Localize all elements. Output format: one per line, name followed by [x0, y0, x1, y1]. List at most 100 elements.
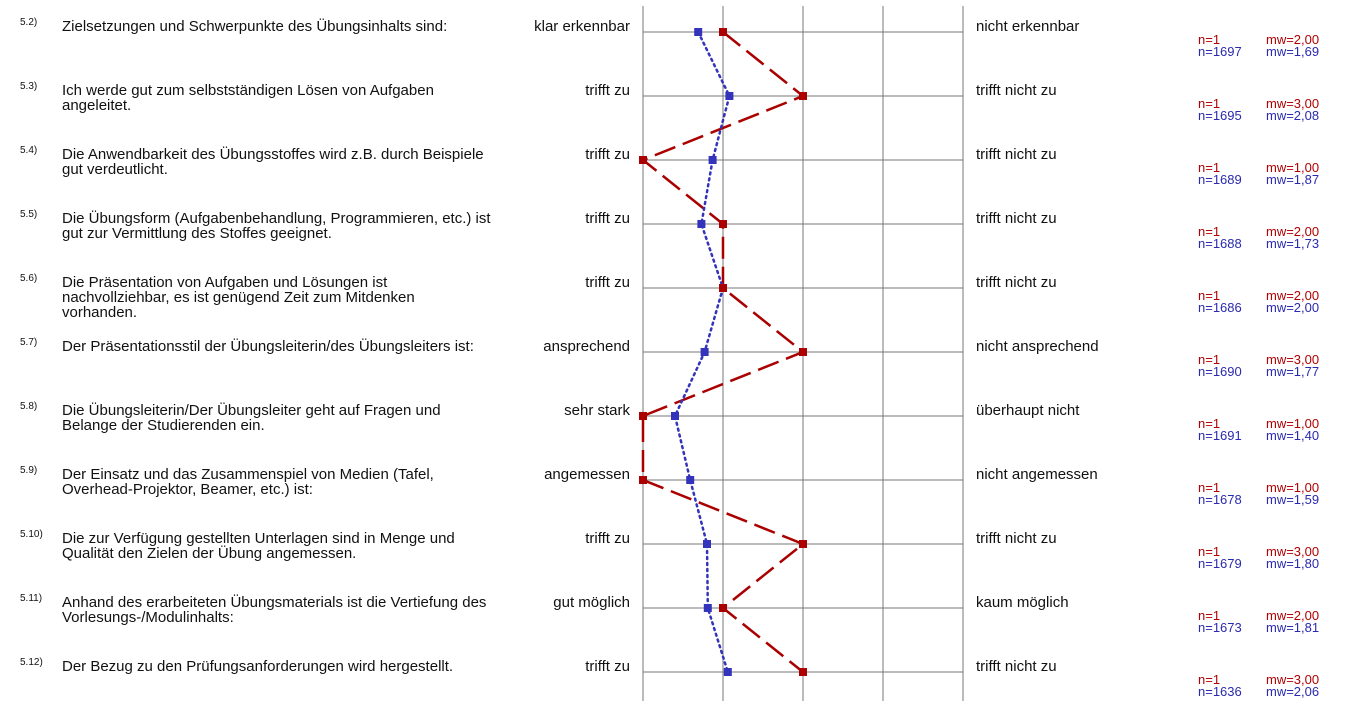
series-1-point — [719, 220, 727, 228]
scale-right-label: trifft nicht zu — [976, 146, 1057, 163]
series-2-point — [686, 476, 695, 484]
stat-n-red: n=1 — [1198, 608, 1221, 623]
scale-left-label: trifft zu — [585, 146, 630, 163]
question-number: 5.12) — [20, 657, 43, 668]
stat-mw-red: mw=2,00 — [1266, 288, 1320, 303]
question-number: 5.3) — [20, 81, 38, 92]
stat-mw-blue: mw=2,00 — [1266, 300, 1320, 315]
stat-n-red: n=1 — [1198, 288, 1221, 303]
stat-n-blue: n=1678 — [1198, 492, 1242, 507]
stat-mw-blue: mw=1,87 — [1266, 172, 1320, 187]
scale-right-label: nicht erkennbar — [976, 18, 1080, 35]
scale-right-label: kaum möglich — [976, 594, 1069, 611]
series-1-point — [799, 92, 807, 100]
question-number: 5.4) — [20, 145, 38, 156]
scale-left-label: klar erkennbar — [534, 18, 630, 35]
question-row: 5.9) Der Einsatz und das Zusammenspiel vo… — [0, 463, 1348, 527]
question-row: 5.8) Die Übungsleiterin/Der Übungsleiter … — [0, 399, 1348, 463]
stat-n-blue: n=1636 — [1198, 684, 1242, 699]
series-2-point — [725, 92, 734, 100]
question-text: Ich werde gut zum selbstständigen Lösen … — [62, 82, 434, 114]
stat-n-red: n=1 — [1198, 480, 1221, 495]
series-1-point — [799, 668, 807, 676]
question-number: 5.10) — [20, 529, 43, 540]
stat-mw-blue: mw=1,81 — [1266, 620, 1320, 635]
stat-mw-red: mw=3,00 — [1266, 544, 1320, 559]
series-2-point — [703, 604, 712, 612]
stat-mw-red: mw=3,00 — [1266, 96, 1320, 111]
question-row: 5.6) Die Präsentation von Aufgaben und Lö… — [0, 271, 1348, 335]
series-1-point — [719, 604, 727, 612]
stat-mw-red: mw=3,00 — [1266, 672, 1320, 687]
scale-left-label: gut möglich — [553, 594, 630, 611]
scale-right-label: nicht angemessen — [976, 466, 1098, 483]
series-2-point — [700, 348, 709, 356]
series-1-point — [719, 28, 727, 36]
question-text: Die zur Verfügung gestellten Unterlagen … — [62, 530, 455, 562]
stat-n-blue: n=1688 — [1198, 236, 1242, 251]
question-row: 5.3) Ich werde gut zum selbstständigen Lö… — [0, 79, 1348, 143]
stat-n-blue: n=1673 — [1198, 620, 1242, 635]
question-row: 5.5) Die Übungsform (Aufgabenbehandlung, … — [0, 207, 1348, 271]
scale-right-label: trifft nicht zu — [976, 82, 1057, 99]
stat-n-blue: n=1697 — [1198, 44, 1242, 59]
scale-right-label: trifft nicht zu — [976, 658, 1057, 675]
question-row: 5.2) Zielsetzungen und Schwerpunkte des Ü… — [0, 15, 1348, 79]
scale-left-label: ansprechend — [543, 338, 630, 355]
stat-n-red: n=1 — [1198, 160, 1221, 175]
question-row: 5.7) Der Präsentationsstil der Übungsleit… — [0, 335, 1348, 399]
series-1-point — [639, 156, 647, 164]
scale-left-label: trifft zu — [585, 274, 630, 291]
stat-mw-blue: mw=2,08 — [1266, 108, 1320, 123]
question-row: 5.12) Der Bezug zu den Prüfungsanforderun… — [0, 655, 1348, 719]
question-row: 5.11) Anhand des erarbeiteten Übungsmater… — [0, 591, 1348, 655]
stat-mw-red: mw=2,00 — [1266, 224, 1320, 239]
stat-n-red: n=1 — [1198, 416, 1221, 431]
scale-left-label: trifft zu — [585, 658, 630, 675]
question-text: Die Anwendbarkeit des Übungsstoffes wird… — [62, 146, 484, 178]
profile-chart — [639, 6, 964, 701]
stat-n-blue: n=1686 — [1198, 300, 1242, 315]
stat-n-blue: n=1679 — [1198, 556, 1242, 571]
scale-left-label: trifft zu — [585, 82, 630, 99]
stat-mw-red: mw=3,00 — [1266, 352, 1320, 367]
question-text: Die Präsentation von Aufgaben und Lösung… — [62, 274, 415, 321]
stat-n-red: n=1 — [1198, 224, 1221, 239]
stat-n-blue: n=1691 — [1198, 428, 1242, 443]
question-number: 5.9) — [20, 465, 38, 476]
stat-mw-blue: mw=1,80 — [1266, 556, 1320, 571]
stat-n-red: n=1 — [1198, 672, 1221, 687]
question-number: 5.7) — [20, 337, 38, 348]
scale-right-label: überhaupt nicht — [976, 402, 1080, 419]
series-2-point — [708, 156, 717, 164]
question-text: Die Übungsleiterin/Der Übungsleiter geht… — [62, 402, 441, 434]
stat-n-blue: n=1695 — [1198, 108, 1242, 123]
stat-mw-red: mw=2,00 — [1266, 608, 1320, 623]
stat-mw-red: mw=1,00 — [1266, 480, 1320, 495]
scale-right-label: trifft nicht zu — [976, 530, 1057, 547]
scale-right-label: trifft nicht zu — [976, 210, 1057, 227]
stat-mw-blue: mw=1,77 — [1266, 364, 1320, 379]
question-row: 5.10) Die zur Verfügung gestellten Unterl… — [0, 527, 1348, 591]
stat-mw-blue: mw=1,69 — [1266, 44, 1320, 59]
scale-left-label: angemessen — [544, 466, 630, 483]
question-text: Der Bezug zu den Prüfungsanforderungen w… — [62, 658, 454, 675]
series-1-point — [799, 348, 807, 356]
stat-mw-blue: mw=1,59 — [1266, 492, 1320, 507]
stat-n-blue: n=1689 — [1198, 172, 1242, 187]
series-1-point — [799, 540, 807, 548]
question-text: Der Präsentationsstil der Übungsleiterin… — [62, 338, 474, 355]
stat-mw-blue: mw=1,73 — [1266, 236, 1320, 251]
stat-n-red: n=1 — [1198, 544, 1221, 559]
question-text: Die Übungsform (Aufgabenbehandlung, Prog… — [62, 210, 491, 242]
series-1-point — [719, 284, 727, 292]
stat-mw-blue: mw=2,06 — [1266, 684, 1320, 699]
question-text: Zielsetzungen und Schwerpunkte des Übung… — [62, 18, 448, 35]
scale-left-label: sehr stark — [564, 402, 630, 419]
stat-mw-red: mw=1,00 — [1266, 416, 1320, 431]
stat-mw-blue: mw=1,40 — [1266, 428, 1320, 443]
stat-mw-red: mw=2,00 — [1266, 32, 1320, 47]
stat-n-red: n=1 — [1198, 352, 1221, 367]
scale-right-label: trifft nicht zu — [976, 274, 1057, 291]
series-2-point — [723, 668, 732, 676]
